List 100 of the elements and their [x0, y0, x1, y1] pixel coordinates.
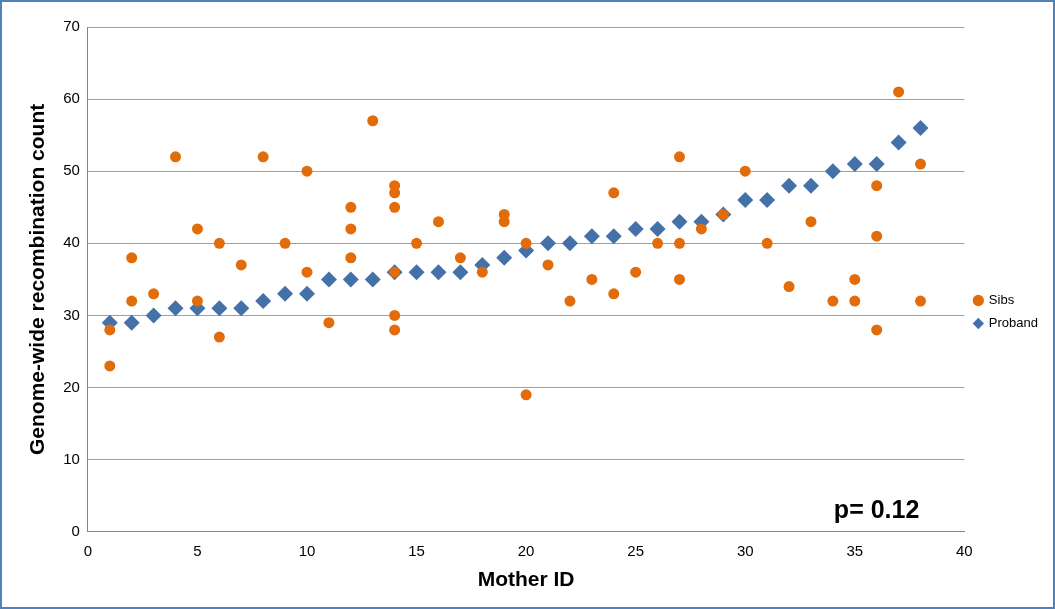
y-axis-title: Genome-wide recombination count [25, 103, 49, 455]
point [299, 285, 315, 302]
point [191, 295, 203, 307]
point [279, 237, 291, 249]
point [627, 220, 644, 237]
point [104, 324, 116, 336]
point [520, 389, 532, 401]
point [345, 223, 357, 235]
point [849, 295, 861, 307]
annotation: p= 0.12 [833, 495, 920, 524]
point [868, 156, 885, 173]
point [849, 273, 861, 285]
y-tick-label: 30 [63, 305, 80, 323]
point [608, 288, 620, 300]
y-tick-label: 10 [63, 449, 80, 467]
point [739, 165, 751, 177]
point [564, 295, 576, 307]
y-tick-label: 50 [63, 161, 80, 179]
point [432, 216, 444, 228]
point [605, 228, 622, 245]
x-axis-title: Mother ID [477, 567, 575, 591]
point [255, 293, 272, 310]
point [389, 309, 401, 321]
point [211, 300, 228, 317]
point [671, 213, 688, 230]
point [912, 119, 929, 136]
point [781, 177, 798, 194]
point [674, 273, 685, 285]
point [871, 180, 883, 192]
point [652, 237, 664, 249]
point [630, 266, 642, 278]
point [583, 228, 600, 245]
point [915, 295, 927, 307]
legend-label: Sibs [988, 292, 1015, 308]
point [761, 237, 773, 249]
x-tick-label: 30 [736, 541, 754, 559]
point [890, 134, 907, 151]
point [695, 223, 707, 235]
point [893, 86, 905, 98]
point [674, 237, 685, 249]
point [364, 271, 381, 288]
point [520, 237, 532, 249]
point [496, 249, 513, 266]
point [871, 230, 883, 242]
point [846, 156, 863, 173]
point [540, 235, 557, 252]
point [674, 151, 685, 163]
x-tick-label: 0 [83, 541, 93, 559]
legend-label: Proband [988, 315, 1039, 331]
point [871, 324, 883, 336]
point [737, 192, 754, 209]
point [277, 285, 294, 302]
point [213, 237, 225, 249]
point [126, 295, 138, 307]
y-tick-label: 40 [63, 233, 80, 251]
point [802, 177, 819, 194]
point [430, 264, 447, 281]
point [301, 266, 313, 278]
point [257, 151, 269, 163]
x-tick-label: 5 [193, 541, 202, 559]
point [323, 317, 335, 329]
x-tick-label: 35 [846, 541, 864, 559]
point [476, 266, 488, 278]
point [408, 264, 425, 281]
point [759, 192, 776, 209]
point [170, 151, 182, 163]
point [411, 237, 423, 249]
point [783, 281, 795, 293]
point [104, 360, 116, 372]
y-tick-label: 0 [71, 521, 80, 539]
point [320, 271, 337, 288]
x-tick-label: 20 [517, 541, 535, 559]
y-tick-label: 20 [63, 377, 80, 395]
point [827, 295, 839, 307]
point [367, 115, 379, 127]
x-tick-label: 10 [298, 541, 316, 559]
point [213, 331, 225, 343]
y-tick-label: 70 [63, 17, 80, 35]
point [342, 271, 359, 288]
point [345, 252, 357, 264]
x-tick-label: 25 [627, 541, 645, 559]
point [542, 259, 554, 271]
point [824, 163, 841, 180]
point [126, 252, 138, 264]
point [233, 300, 250, 317]
point [148, 288, 160, 300]
point [586, 273, 598, 285]
point [608, 187, 620, 199]
point [345, 201, 357, 213]
point [301, 165, 313, 177]
x-tick-label: 15 [408, 541, 425, 559]
x-tick-label: 40 [956, 541, 973, 559]
point [389, 324, 401, 336]
point [235, 259, 247, 271]
point [452, 264, 469, 281]
point [191, 223, 203, 235]
point [454, 252, 466, 264]
point [805, 216, 817, 228]
y-tick-label: 60 [63, 89, 80, 107]
point [915, 158, 927, 170]
